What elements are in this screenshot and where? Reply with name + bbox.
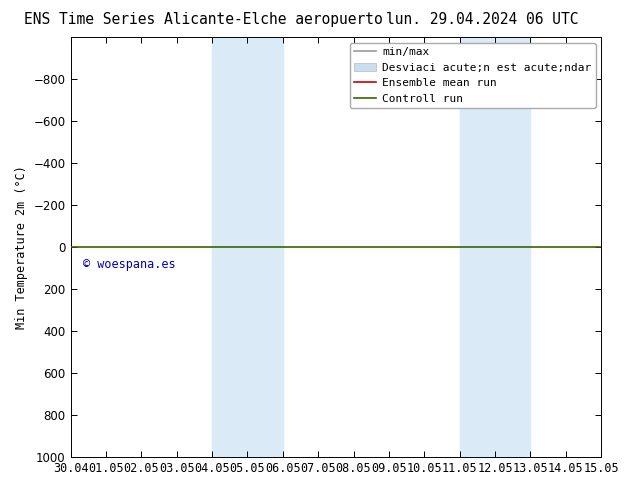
Text: © woespana.es: © woespana.es	[83, 258, 176, 270]
Text: ENS Time Series Alicante-Elche aeropuerto: ENS Time Series Alicante-Elche aeropuert…	[23, 12, 382, 27]
Y-axis label: Min Temperature 2m (°C): Min Temperature 2m (°C)	[15, 165, 28, 329]
Text: lun. 29.04.2024 06 UTC: lun. 29.04.2024 06 UTC	[385, 12, 578, 27]
Bar	[212, 37, 283, 457]
Bar	[460, 37, 531, 457]
Legend: min/max, Desviaci acute;n est acute;ndar, Ensemble mean run, Controll run: min/max, Desviaci acute;n est acute;ndar…	[350, 43, 595, 108]
